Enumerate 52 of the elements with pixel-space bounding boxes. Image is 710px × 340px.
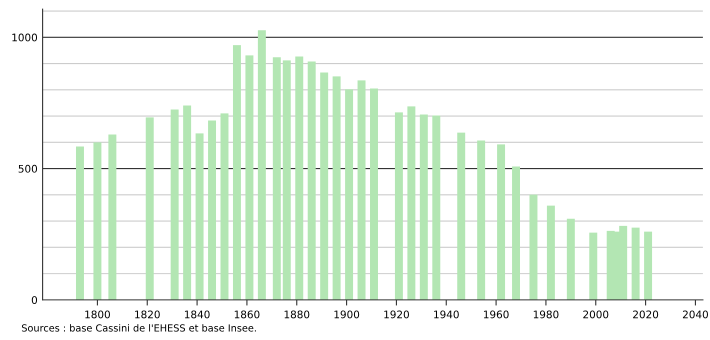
bar	[370, 88, 378, 300]
bar	[282, 60, 291, 300]
bar	[644, 232, 652, 300]
bar	[566, 218, 575, 300]
x-tick-label: 1900	[334, 310, 360, 318]
bar	[497, 144, 506, 300]
bar	[457, 132, 466, 300]
y-tick-label: 0	[32, 296, 38, 304]
bar	[108, 134, 116, 300]
bar	[196, 133, 204, 300]
bar	[93, 142, 102, 300]
bar	[320, 72, 328, 300]
x-tick-label: 2020	[633, 310, 658, 318]
bar	[272, 57, 281, 300]
bar	[258, 30, 266, 300]
bar	[245, 55, 254, 300]
source-note: Sources : base Cassini de l'EHESS et base Insee.	[22, 324, 256, 332]
bar	[394, 112, 403, 300]
bar	[589, 232, 598, 300]
bar	[477, 140, 486, 300]
x-tick-label: 1980	[534, 310, 558, 318]
bar	[220, 113, 228, 300]
bar	[632, 228, 640, 300]
x-tick-label: 2000	[583, 310, 608, 318]
x-tick-label: 1940	[434, 310, 459, 318]
bar	[358, 80, 366, 300]
bar	[170, 109, 179, 300]
x-tick-label: 1860	[234, 310, 260, 318]
x-tick-label: 1820	[135, 310, 160, 318]
y-tick-label: 1000	[12, 34, 38, 42]
x-tick-label: 1800	[85, 310, 110, 318]
bar	[208, 120, 216, 300]
x-tick-label: 1880	[284, 310, 310, 318]
y-tick-label: 500	[18, 164, 38, 173]
bar	[512, 166, 520, 300]
x-tick-label: 1840	[184, 310, 210, 318]
bar	[183, 106, 192, 300]
bar	[529, 194, 538, 300]
bar	[432, 116, 440, 300]
x-tick-label: 1960	[484, 310, 509, 318]
bar	[345, 89, 354, 300]
bar	[308, 61, 316, 300]
bar	[146, 117, 154, 300]
bar	[76, 146, 84, 300]
bar	[546, 206, 555, 300]
bar	[295, 56, 304, 300]
x-tick-label: 2040	[682, 310, 708, 318]
x-tick-label: 1920	[384, 310, 409, 318]
bar	[407, 106, 416, 300]
bar	[232, 45, 241, 300]
bar	[420, 114, 428, 300]
bar	[332, 76, 341, 300]
